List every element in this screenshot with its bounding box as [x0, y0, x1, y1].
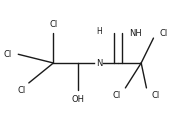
Text: N: N [96, 58, 102, 68]
Text: H: H [96, 27, 102, 36]
Text: NH: NH [129, 29, 142, 38]
Text: Cl: Cl [151, 91, 159, 100]
Text: Cl: Cl [160, 29, 168, 38]
Text: Cl: Cl [112, 91, 121, 100]
Text: Cl: Cl [4, 50, 12, 59]
Text: Cl: Cl [49, 20, 58, 29]
Text: OH: OH [72, 95, 84, 104]
Text: Cl: Cl [18, 86, 26, 95]
